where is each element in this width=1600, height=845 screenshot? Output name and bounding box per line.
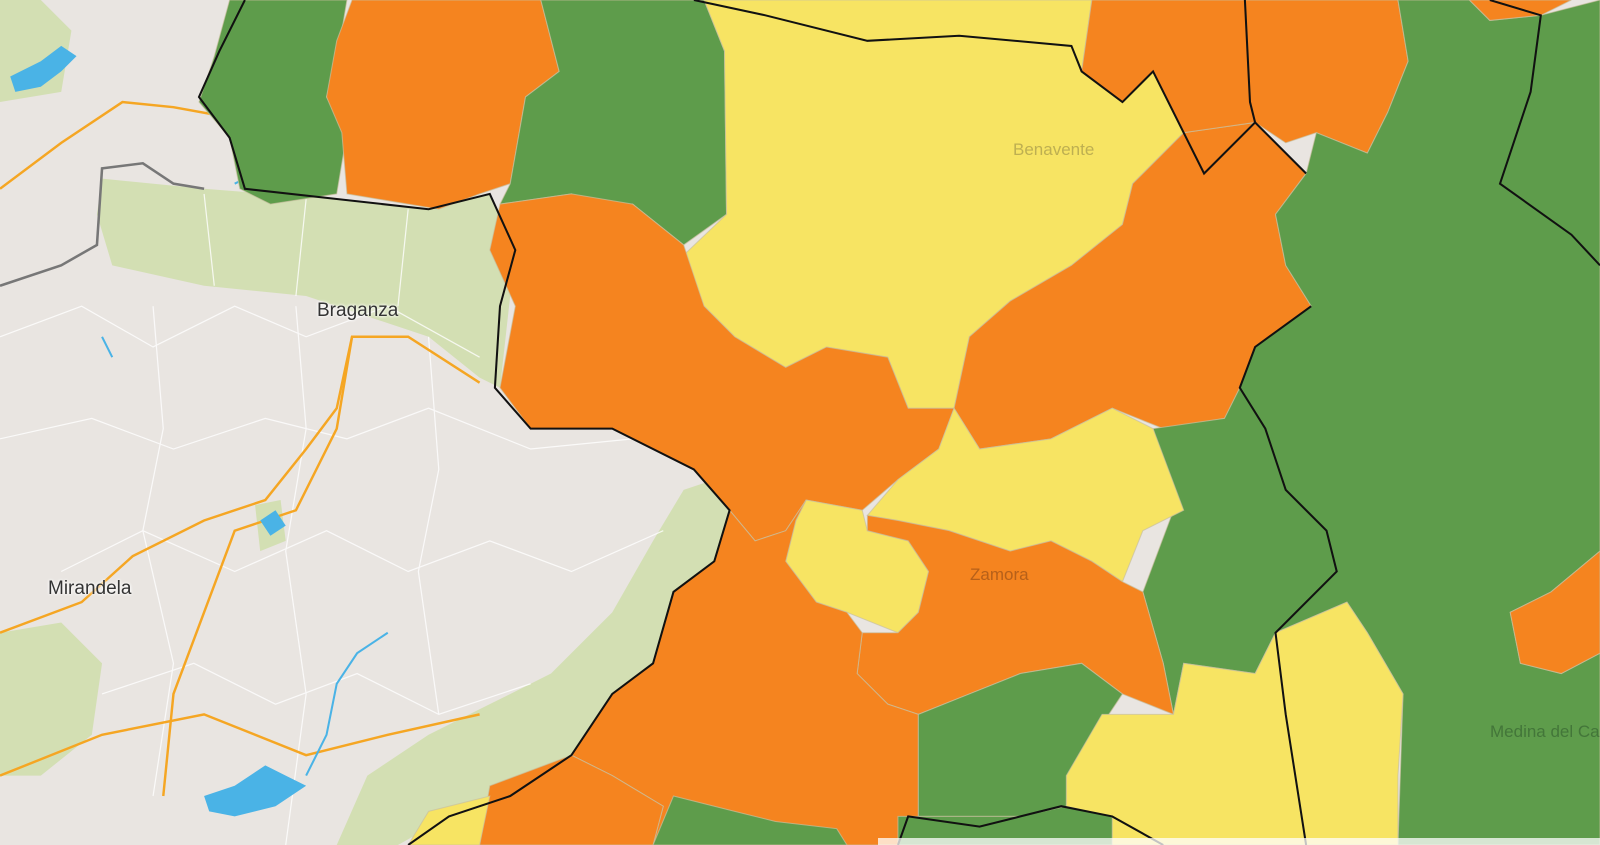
province-border [896, 805, 1164, 845]
province-border [1489, 0, 1600, 267]
attribution-bar [878, 838, 1600, 845]
roads [0, 100, 481, 797]
place-label-medina-del-campo: Medina del Campo [1490, 722, 1600, 741]
region-medium[interactable] [407, 795, 491, 845]
vegetation-area [0, 622, 103, 776]
region-low[interactable] [198, 0, 348, 205]
place-label-braganza: Braganza [317, 300, 399, 321]
vegetation-area [96, 178, 516, 388]
portugal-base [0, 0, 730, 845]
place-label-zamora: Zamora [970, 565, 1029, 584]
country-border [197, 0, 731, 845]
vegetation-area [336, 479, 730, 845]
place-label-mirandela: Mirandela [48, 578, 132, 599]
province-border [1238, 0, 1338, 845]
district-border [0, 161, 205, 287]
choropleth-regions [198, 0, 1600, 845]
municipal-lines [0, 193, 664, 845]
province-border [693, 0, 1307, 176]
region-high[interactable] [1509, 550, 1600, 675]
water-bodies [10, 45, 307, 817]
borders [197, 0, 1600, 845]
place-label-benavente: Benavente [1013, 140, 1095, 159]
region-low[interactable] [652, 795, 848, 845]
